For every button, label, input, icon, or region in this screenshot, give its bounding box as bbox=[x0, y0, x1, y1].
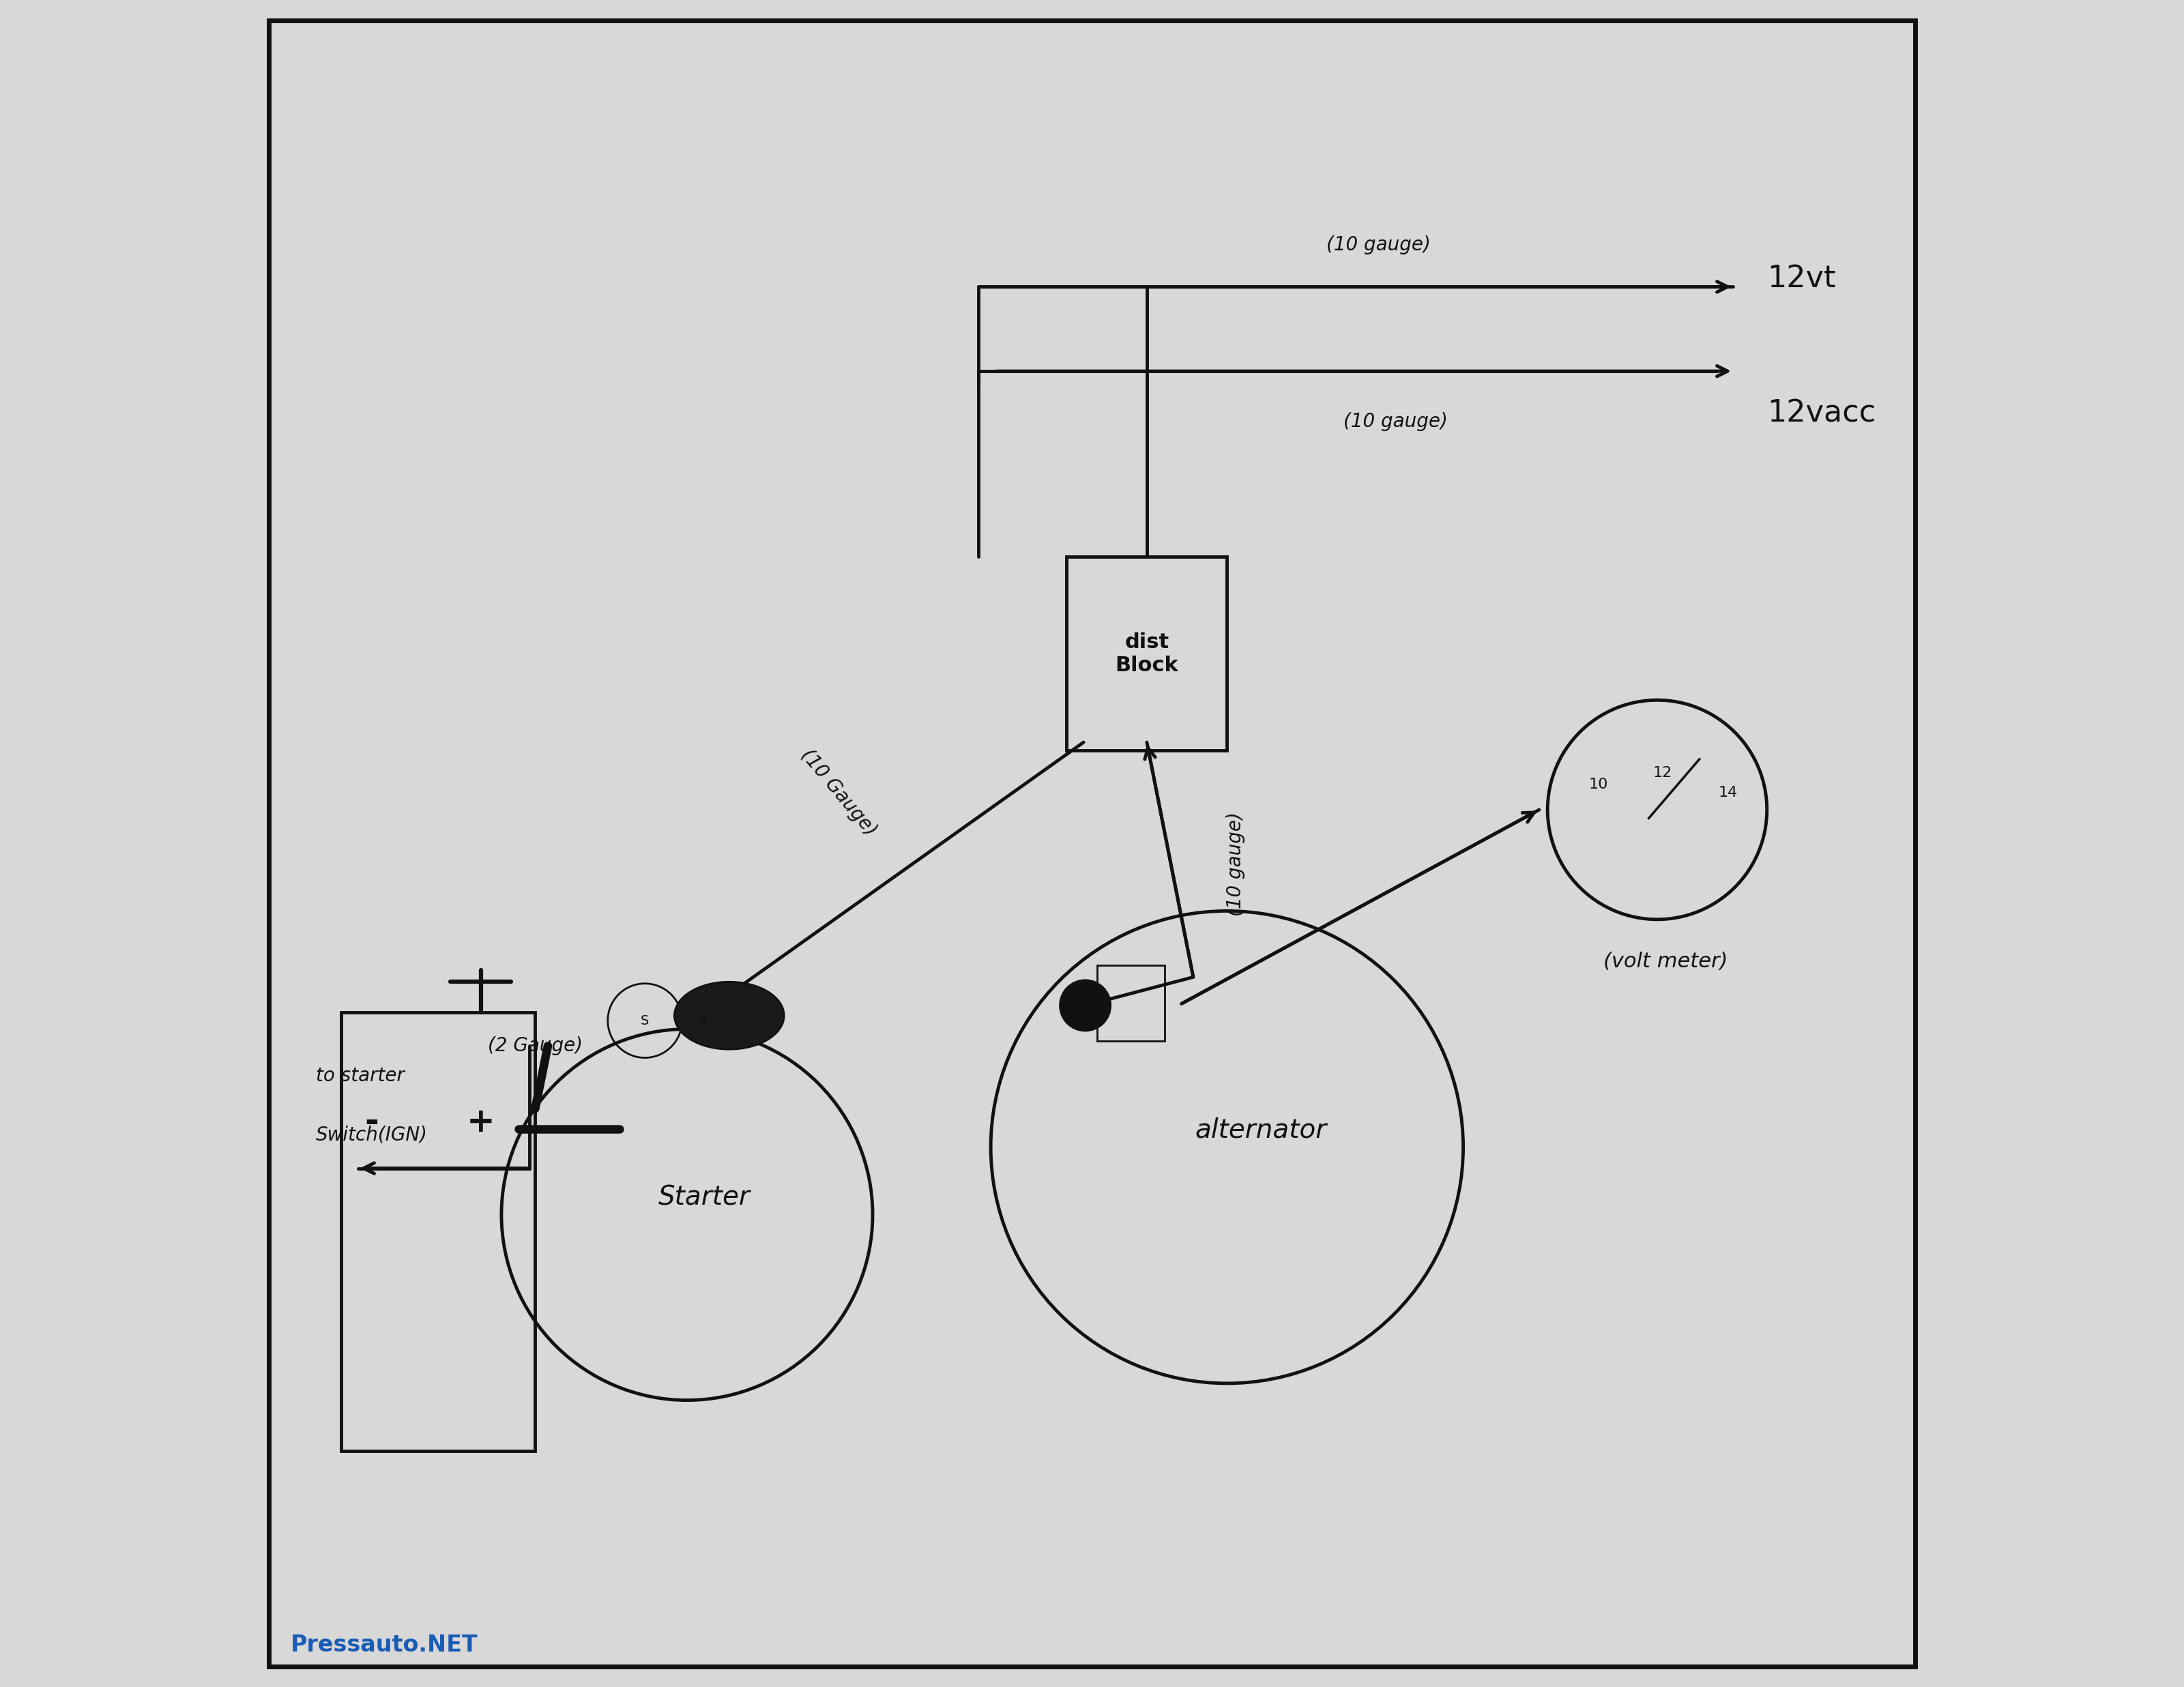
Text: 12vacc: 12vacc bbox=[1767, 398, 1876, 428]
Bar bbox=[1096, 965, 1164, 1041]
Text: 10: 10 bbox=[1588, 778, 1607, 791]
Circle shape bbox=[1059, 980, 1109, 1031]
Text: 12: 12 bbox=[1653, 766, 1673, 779]
Text: (10 gauge): (10 gauge) bbox=[1343, 412, 1448, 432]
Text: dist
Block: dist Block bbox=[1116, 633, 1179, 675]
Text: -: - bbox=[365, 1105, 378, 1139]
Bar bbox=[341, 1012, 535, 1451]
Bar bbox=[1066, 557, 1227, 751]
Text: 14: 14 bbox=[1719, 786, 1738, 800]
Text: Pressauto.NET: Pressauto.NET bbox=[290, 1635, 478, 1657]
Text: Switch(IGN): Switch(IGN) bbox=[317, 1125, 428, 1144]
Text: (10 gauge): (10 gauge) bbox=[1326, 234, 1431, 255]
Text: 12vt: 12vt bbox=[1767, 263, 1835, 294]
Text: Starter: Starter bbox=[657, 1184, 749, 1211]
Text: (10 Gauge): (10 Gauge) bbox=[797, 746, 880, 840]
Text: S: S bbox=[640, 1014, 649, 1027]
Text: (10 gauge): (10 gauge) bbox=[1225, 811, 1245, 916]
Text: +: + bbox=[697, 1014, 710, 1027]
Text: (volt meter): (volt meter) bbox=[1603, 951, 1728, 972]
Ellipse shape bbox=[675, 982, 784, 1049]
Text: +: + bbox=[467, 1105, 496, 1139]
Text: to starter: to starter bbox=[317, 1066, 404, 1085]
Text: (2 Gauge): (2 Gauge) bbox=[487, 1036, 583, 1056]
Text: alternator: alternator bbox=[1195, 1117, 1326, 1144]
